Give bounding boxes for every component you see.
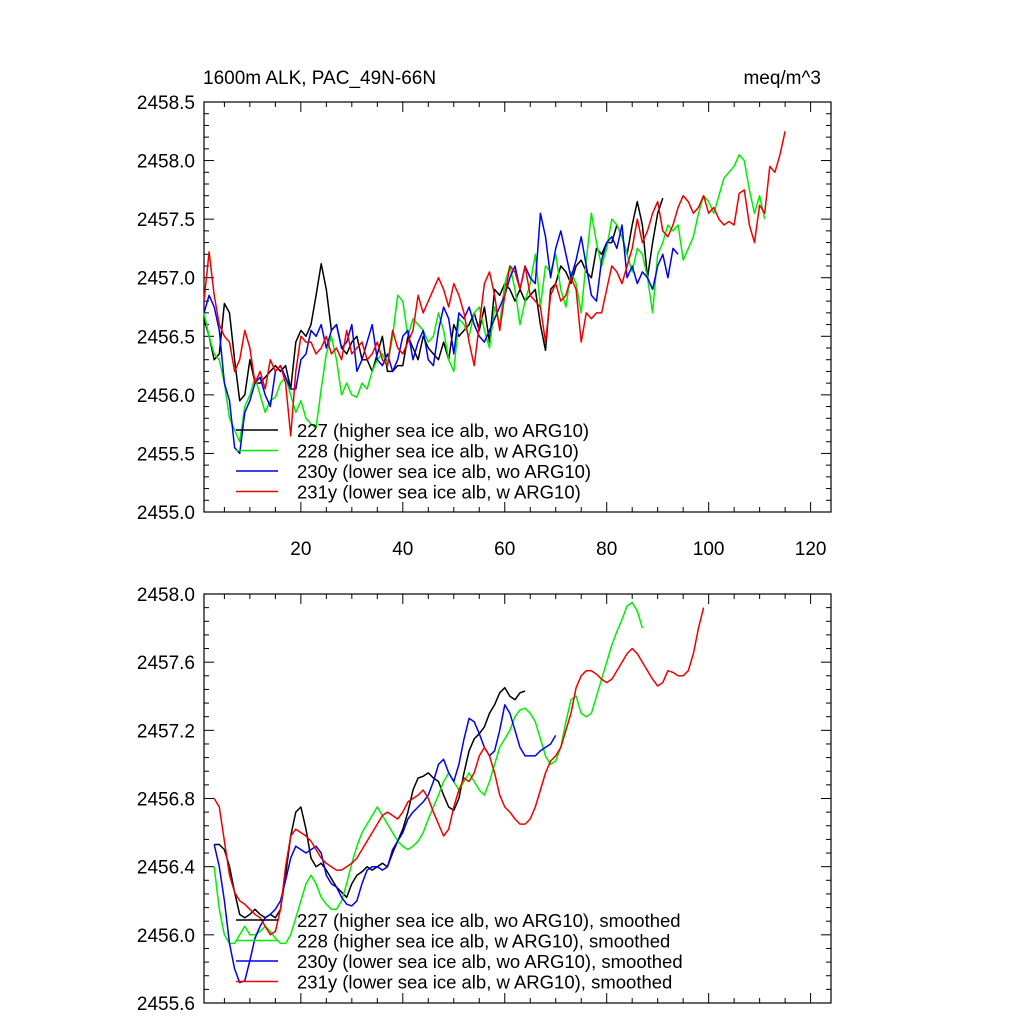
series-line-231y <box>213 607 705 936</box>
x-tick-label: 120 <box>795 539 827 560</box>
series-line-230y <box>213 704 557 984</box>
chart-panel-top: 2455.0 2455.5 2456.0 2456.5 2457.0 2457.5 2458… <box>137 93 832 560</box>
series-line-227 <box>203 197 664 402</box>
y-tick-label: 2458.0 <box>137 585 195 606</box>
legend-label: 230y (lower sea ice alb, wo ARG10) <box>297 461 591 482</box>
y-tick-label: 2457.5 <box>137 210 195 231</box>
y-tick-label: 2456.4 <box>137 858 196 879</box>
x-tick-label: 60 <box>494 539 515 560</box>
y-tick-label: 2458.5 <box>137 93 195 114</box>
x-tick-label: 40 <box>392 539 413 560</box>
chart-units-label: meq/m^3 <box>743 68 821 89</box>
legend-label: 227 (higher sea ice alb, wo ARG10), smoo… <box>297 910 681 931</box>
y-tick-label: 2457.2 <box>137 721 195 742</box>
chart-title: 1600m ALK, PAC_49N-66N <box>203 68 436 89</box>
y-tick-label: 2456.0 <box>137 926 195 947</box>
y-tick-label: 2456.8 <box>137 790 195 811</box>
legend-label: 231y (lower sea ice alb, w ARG10) <box>297 482 581 503</box>
y-tick-label: 2456.5 <box>137 327 195 348</box>
y-tick-label: 2457.6 <box>137 653 195 674</box>
y-tick-label: 2458.0 <box>137 152 195 173</box>
x-tick-label: 100 <box>693 539 725 560</box>
legend-label: 228 (higher sea ice alb, w ARG10), smoot… <box>297 931 670 952</box>
y-tick-label: 2457.0 <box>137 269 195 290</box>
y-tick-label: 2455.5 <box>137 444 195 465</box>
x-tick-label: 20 <box>290 539 311 560</box>
series-line-230y <box>203 212 679 455</box>
chart-panel-bottom: 2455.6 2456.0 2456.4 2456.8 2457.2 2457.6 2458… <box>137 585 832 1015</box>
series-line-228 <box>213 601 644 945</box>
x-tick-label: 80 <box>596 539 617 560</box>
legend-label: 230y (lower sea ice alb, wo ARG10), smoo… <box>297 951 683 972</box>
y-tick-label: 2455.6 <box>137 994 195 1015</box>
y-tick-label: 2456.0 <box>137 386 195 407</box>
legend-label: 228 (higher sea ice alb, w ARG10) <box>297 441 579 462</box>
plot-frame <box>203 101 832 513</box>
series-line-231y <box>203 131 786 437</box>
y-tick-label: 2455.0 <box>137 503 195 524</box>
legend-label: 231y (lower sea ice alb, w ARG10), smoot… <box>297 972 672 993</box>
legend-label: 227 (higher sea ice alb, wo ARG10) <box>297 420 589 441</box>
